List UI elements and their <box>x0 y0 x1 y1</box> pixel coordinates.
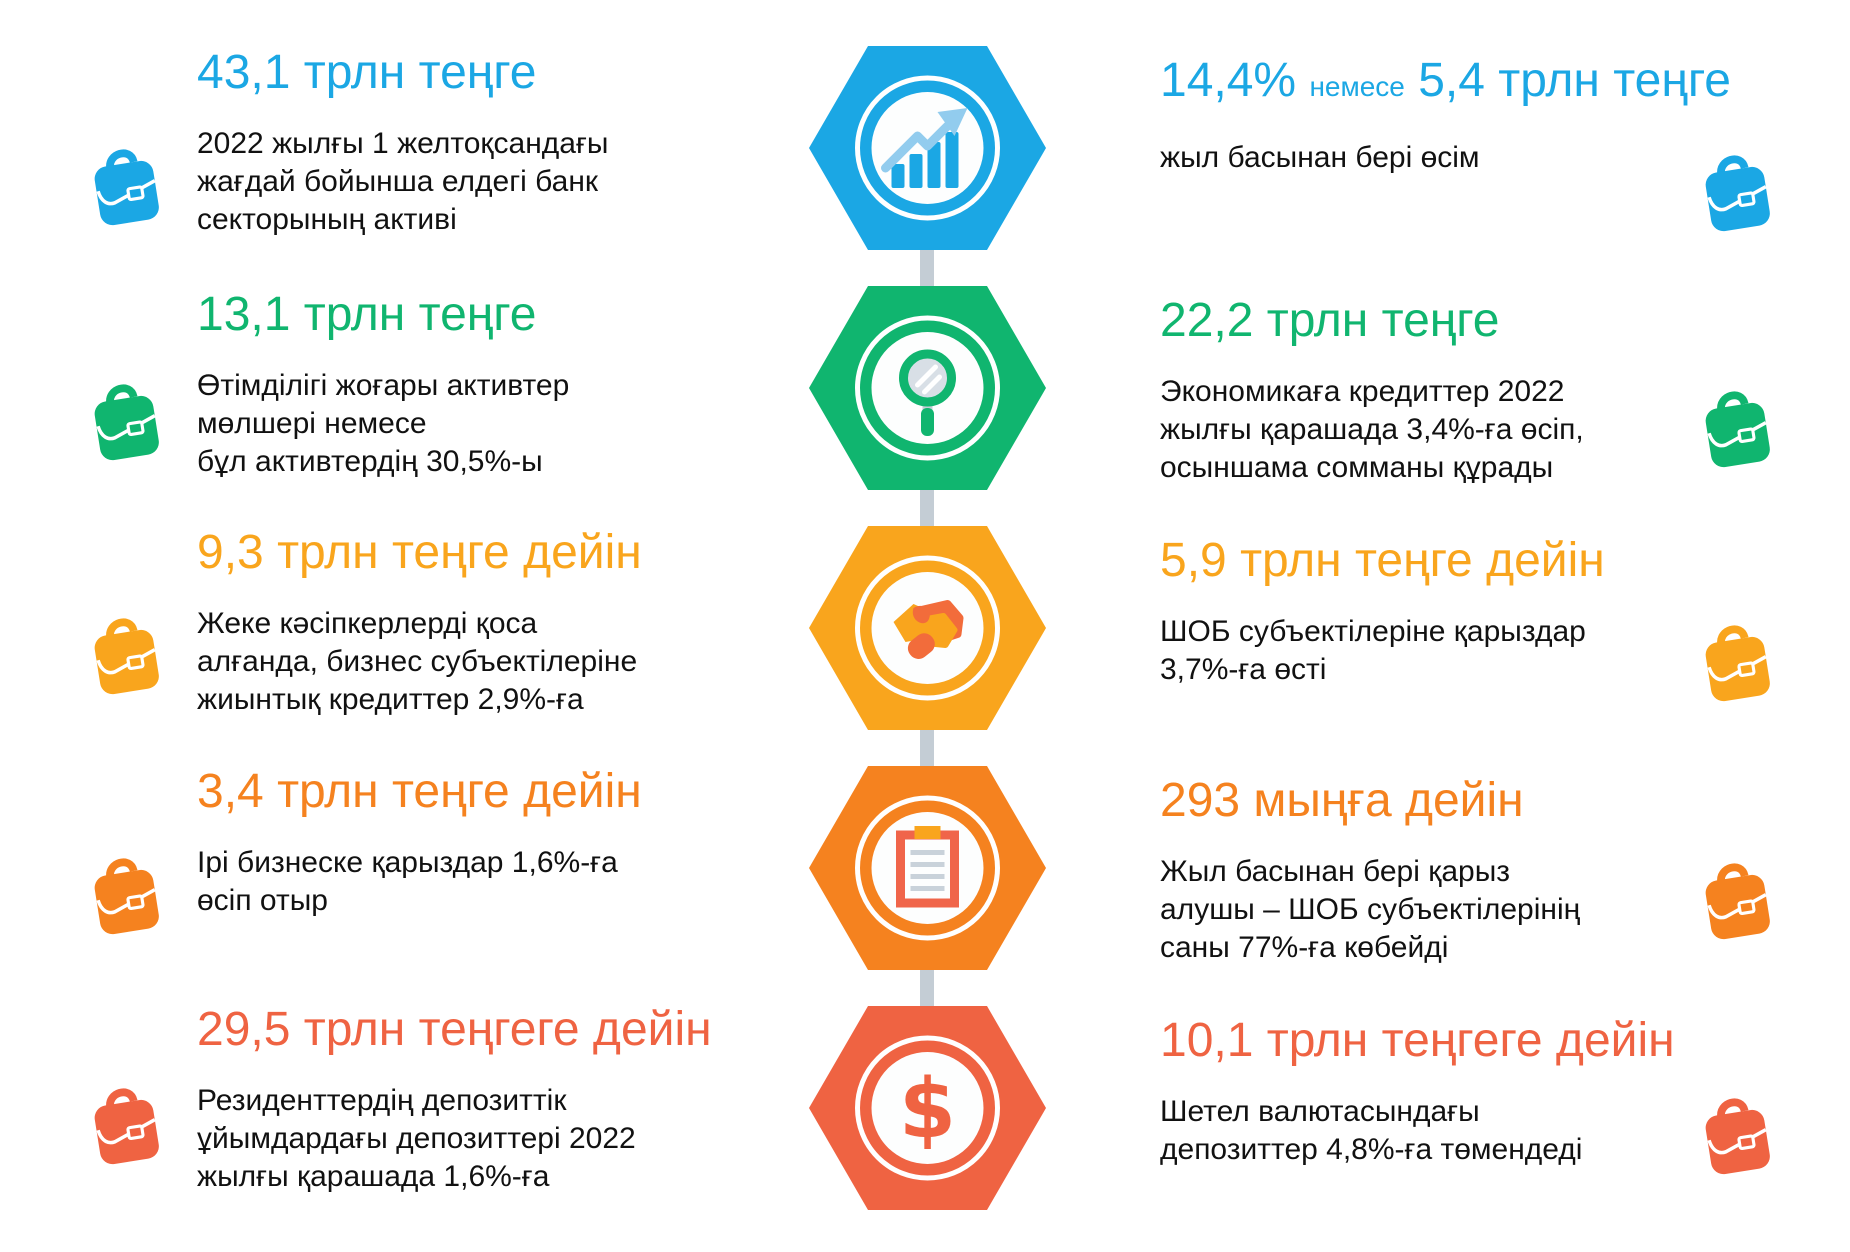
stat-description: Резиденттердің депозиттік ұйымдардағы де… <box>197 1084 636 1193</box>
hexagon-business-loans <box>809 526 1046 730</box>
stat-headline: 43,1 трлн теңге <box>197 46 537 99</box>
left-block-deposits: 29,5 трлн теңгеге дейін Резиденттердің д… <box>197 1002 712 1196</box>
right-block-fx-deposits: 10,1 трлн теңгеге дейін Шетел валютасынд… <box>1160 1013 1675 1169</box>
handshake-icon <box>893 600 964 659</box>
stat-description: 2022 жылғы 1 желтоқсандағы жағдай бойынш… <box>197 127 609 236</box>
stat-headline: 9,3 трлн теңге дейін <box>197 526 642 579</box>
white-disc <box>871 1052 984 1164</box>
stat-headline: 29,5 трлн теңгеге дейін <box>197 1003 712 1056</box>
stat-description: Шетел валютасындағы депозиттер 4,8%-ға т… <box>1160 1095 1583 1166</box>
stat-description: Экономикаға кредиттер 2022 жылғы қарашад… <box>1160 375 1584 484</box>
stat-headline-small-word: немесе <box>1309 71 1405 102</box>
left-block-business-loans: 9,3 трлн теңге дейін Жеке кәсіпкерлерді … <box>197 525 642 719</box>
stat-headline: 3,4 трлн теңге дейін <box>197 765 642 818</box>
stat-description: Жеке кәсіпкерлерді қоса алғанда, бизнес … <box>197 607 638 716</box>
white-ring <box>855 795 1000 941</box>
hexagon-borrowers <box>809 766 1046 970</box>
briefcase-icon <box>94 1088 159 1165</box>
right-block-economy-credit: 22,2 трлн теңге Экономикаға кредиттер 20… <box>1160 293 1584 487</box>
white-ring <box>855 315 1000 461</box>
left-block-bank-assets: 43,1 трлн теңге 2022 жылғы 1 желтоқсанда… <box>197 45 609 239</box>
briefcase-icon <box>94 149 159 226</box>
right-block-borrowers-count: 293 мыңға дейін Жыл басынан бері қарыз а… <box>1160 773 1580 967</box>
briefcase-icon <box>94 858 159 935</box>
white-ring <box>855 75 1000 221</box>
stat-headline: 5,9 трлн теңге дейін <box>1160 534 1605 587</box>
stat-description: Ірі бизнеске қарыздар 1,6%-ға өсіп отыр <box>197 846 618 917</box>
magnifier-icon <box>899 349 956 436</box>
stat-headline: 293 мыңға дейін <box>1160 774 1524 827</box>
briefcase-icon <box>94 618 159 695</box>
growth-chart-icon <box>881 108 968 188</box>
hexagon-bank-assets <box>809 46 1046 250</box>
briefcase-icon <box>1705 1098 1770 1175</box>
stat-description: Жыл басынан бері қарыз алушы – ШОБ субъе… <box>1160 855 1581 964</box>
dollar-icon: $ <box>899 1062 956 1157</box>
right-block-sme-loans: 5,9 трлн теңге дейін ШОБ субъектілеріне … <box>1160 533 1605 689</box>
white-ring <box>855 1035 1000 1181</box>
stat-description: Өтімділігі жоғары активтер мөлшері немес… <box>197 369 570 478</box>
briefcase-icon <box>94 384 159 461</box>
left-block-liquid-assets: 13,1 трлн теңге Өтімділігі жоғары активт… <box>197 287 569 481</box>
white-ring <box>855 555 1000 701</box>
briefcase-icon <box>1705 391 1770 468</box>
stat-headline: 14,4% немесе 5,4 трлн теңге <box>1160 54 1731 107</box>
stat-headline: 13,1 трлн теңге <box>197 288 537 341</box>
right-block-growth: 14,4% немесе 5,4 трлн теңге жыл басынан … <box>1160 53 1731 177</box>
stat-description: ШОБ субъектілеріне қарыздар 3,7%-ға өсті <box>1160 615 1586 686</box>
clipboard-icon <box>896 826 959 908</box>
briefcase-icon <box>1705 155 1770 232</box>
svg-text:$: $ <box>899 1062 956 1157</box>
stat-headline: 22,2 трлн теңге <box>1160 294 1500 347</box>
left-block-large-business: 3,4 трлн теңге дейін Ірі бизнеске қарызд… <box>197 764 642 920</box>
stat-headline: 10,1 трлн теңгеге дейін <box>1160 1014 1675 1067</box>
hexagon-liquid-assets <box>809 286 1046 490</box>
briefcase-icon <box>1705 625 1770 702</box>
hexagon-deposits: $ <box>809 1006 1046 1210</box>
briefcase-icon <box>1705 863 1770 940</box>
stat-description: жыл басынан бері өсім <box>1160 141 1480 174</box>
